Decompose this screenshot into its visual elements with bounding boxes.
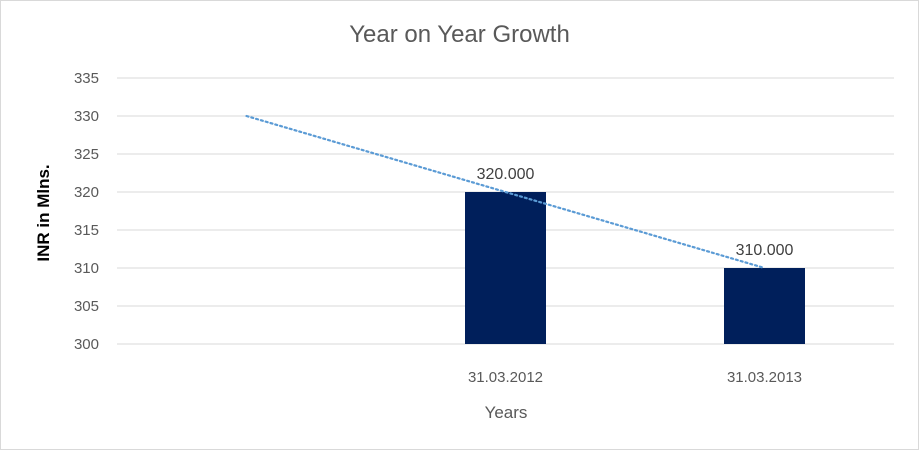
y-tick-label: 315 [74, 222, 99, 239]
bar [724, 268, 805, 344]
chart-title: Year on Year Growth [349, 21, 570, 48]
y-tick-label: 325 [74, 146, 99, 163]
y-tick-label: 330 [74, 108, 99, 125]
data-label: 320.000 [477, 166, 535, 183]
y-tick-label: 320 [74, 184, 99, 201]
x-tick-label: 31.03.2013 [727, 369, 802, 386]
y-tick-label: 305 [74, 298, 99, 315]
x-axis-label: Years [484, 403, 528, 422]
x-tick-label: 31.03.2012 [468, 369, 543, 386]
bar [465, 192, 546, 344]
trendline [245, 114, 766, 270]
y-tick-label: 335 [74, 70, 99, 87]
y-tick-label: 300 [74, 336, 99, 353]
y-tick-label: 310 [74, 260, 99, 277]
data-label: 310.000 [736, 242, 794, 259]
